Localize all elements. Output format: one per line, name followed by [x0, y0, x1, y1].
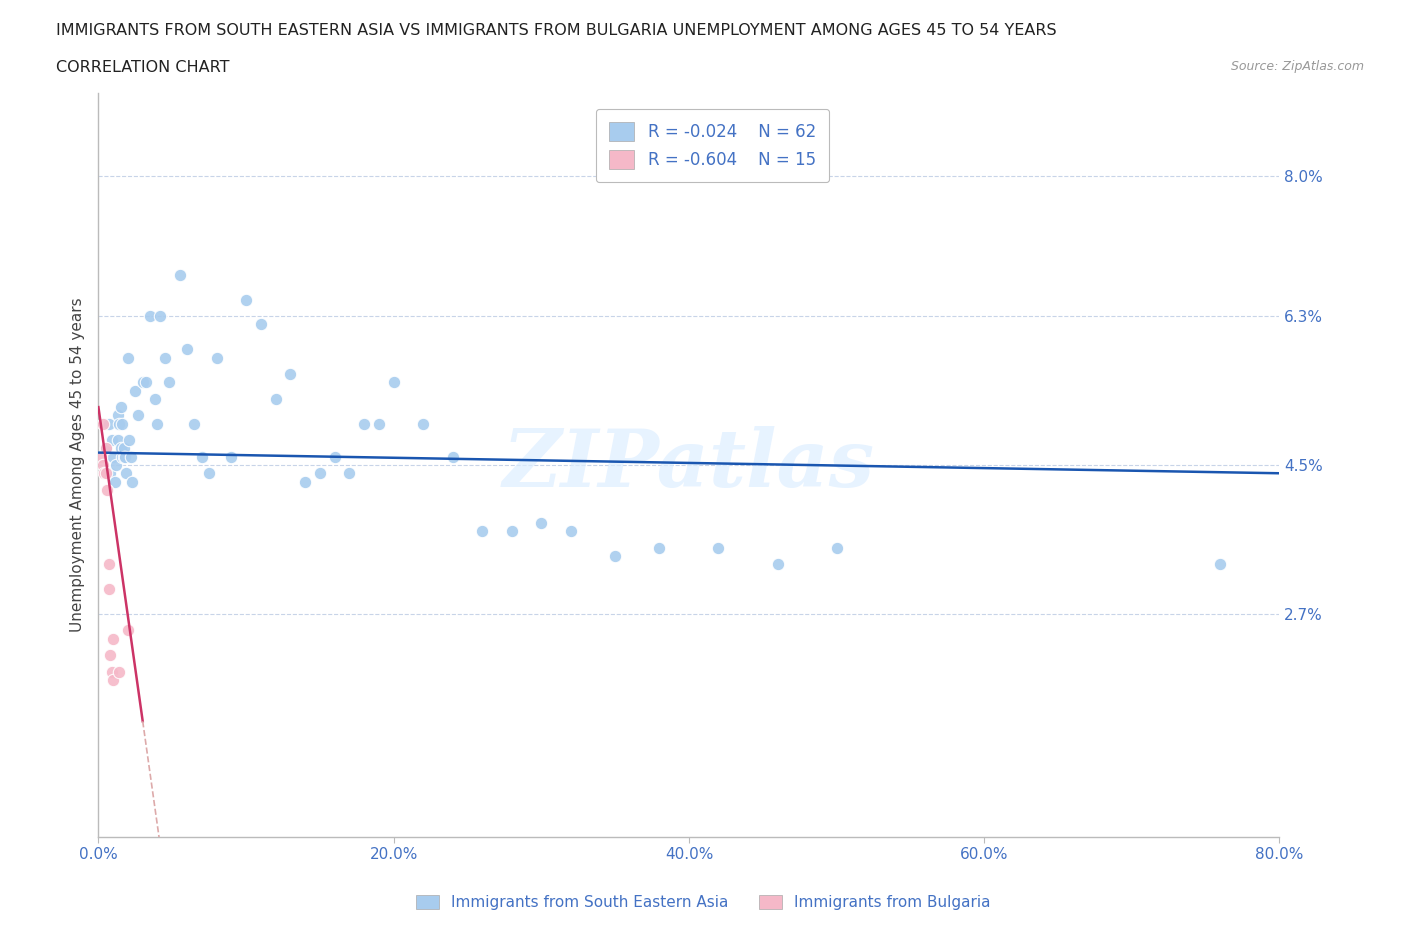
Point — [1209, 557, 1232, 572]
Point — [501, 524, 523, 538]
Point — [323, 449, 346, 464]
Point — [103, 449, 125, 464]
Point — [707, 540, 730, 555]
Point — [108, 664, 131, 679]
Point — [94, 441, 117, 456]
Point — [100, 664, 122, 679]
Point — [278, 366, 302, 381]
Text: IMMIGRANTS FROM SOUTH EASTERN ASIA VS IMMIGRANTS FROM BULGARIA UNEMPLOYMENT AMON: IMMIGRANTS FROM SOUTH EASTERN ASIA VS IM… — [56, 23, 1057, 38]
Point — [235, 292, 257, 307]
Point — [560, 524, 582, 538]
Point — [93, 466, 115, 481]
Point — [294, 474, 316, 489]
Point — [169, 268, 191, 283]
Point — [90, 449, 112, 464]
Point — [120, 449, 142, 464]
Point — [191, 449, 214, 464]
Point — [111, 417, 134, 432]
Point — [107, 432, 129, 447]
Point — [117, 350, 139, 365]
Point — [146, 417, 169, 432]
Point — [110, 441, 132, 456]
Point — [97, 581, 120, 596]
Point — [107, 408, 129, 423]
Point — [149, 309, 172, 324]
Point — [353, 417, 375, 432]
Text: ZIPatlas: ZIPatlas — [503, 426, 875, 504]
Point — [110, 400, 132, 415]
Point — [309, 466, 332, 481]
Point — [766, 557, 789, 572]
Point — [250, 317, 273, 332]
Point — [441, 449, 464, 464]
Point — [382, 375, 405, 390]
Point — [94, 466, 117, 481]
Point — [153, 350, 176, 365]
Point — [103, 672, 125, 687]
Point — [114, 449, 136, 464]
Point — [97, 417, 120, 432]
Point — [471, 524, 494, 538]
Text: Source: ZipAtlas.com: Source: ZipAtlas.com — [1230, 60, 1364, 73]
Point — [205, 350, 228, 365]
Point — [118, 432, 141, 447]
Point — [264, 392, 287, 406]
Point — [825, 540, 848, 555]
Point — [176, 342, 198, 357]
Text: CORRELATION CHART: CORRELATION CHART — [56, 60, 229, 75]
Legend: Immigrants from South Eastern Asia, Immigrants from Bulgaria: Immigrants from South Eastern Asia, Immi… — [408, 887, 998, 918]
Point — [115, 466, 138, 481]
Point — [98, 466, 121, 481]
Point — [157, 375, 180, 390]
Legend: R = -0.024    N = 62, R = -0.604    N = 15: R = -0.024 N = 62, R = -0.604 N = 15 — [596, 109, 830, 182]
Point — [412, 417, 434, 432]
Point — [648, 540, 671, 555]
Point — [91, 417, 114, 432]
Point — [104, 474, 127, 489]
Point — [98, 647, 121, 662]
Point — [94, 441, 117, 456]
Point — [135, 375, 157, 390]
Point — [368, 417, 391, 432]
Point — [117, 623, 139, 638]
Point — [112, 449, 135, 464]
Point — [139, 309, 162, 324]
Point — [124, 383, 146, 398]
Point — [105, 458, 128, 472]
Point — [530, 515, 553, 530]
Point — [219, 449, 242, 464]
Point — [339, 466, 360, 481]
Point — [96, 483, 118, 498]
Point — [605, 549, 627, 564]
Point — [132, 375, 155, 390]
Point — [97, 557, 120, 572]
Point — [143, 392, 166, 406]
Y-axis label: Unemployment Among Ages 45 to 54 years: Unemployment Among Ages 45 to 54 years — [70, 298, 86, 632]
Point — [121, 474, 143, 489]
Point — [111, 449, 134, 464]
Point — [127, 408, 149, 423]
Point — [183, 417, 205, 432]
Point — [198, 466, 221, 481]
Point — [112, 441, 135, 456]
Point — [108, 417, 131, 432]
Point — [91, 458, 114, 472]
Point — [100, 432, 122, 447]
Point — [103, 631, 125, 646]
